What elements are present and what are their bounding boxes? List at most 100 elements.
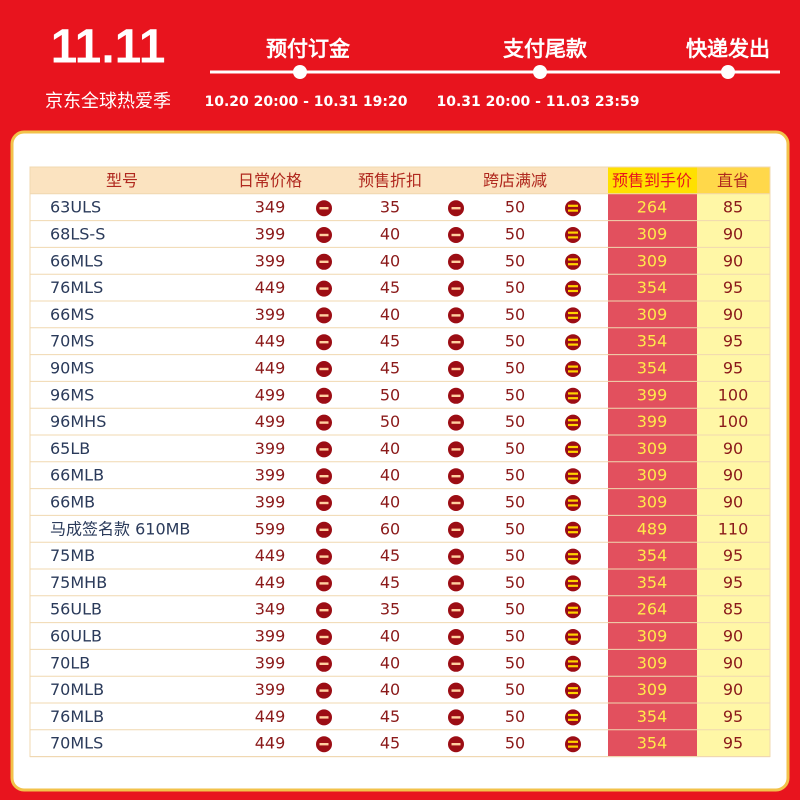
cell: 40 bbox=[380, 653, 400, 672]
model: 60ULB bbox=[50, 627, 102, 646]
cell: 100 bbox=[718, 412, 749, 431]
cell: 264 bbox=[637, 600, 668, 619]
step-label: 快递发出 bbox=[686, 37, 770, 61]
final-head-bg bbox=[608, 167, 697, 194]
icon-stroke bbox=[568, 745, 578, 748]
icon-stroke bbox=[451, 421, 461, 424]
icon-stroke bbox=[451, 260, 461, 263]
cell: 45 bbox=[380, 707, 400, 726]
icon-stroke bbox=[568, 365, 578, 368]
cell: 309 bbox=[637, 439, 668, 458]
cell: 354 bbox=[637, 359, 668, 378]
icon-stroke bbox=[451, 475, 461, 478]
cell: 40 bbox=[380, 466, 400, 485]
cell: 499 bbox=[255, 412, 286, 431]
icon-stroke bbox=[451, 689, 461, 692]
equals-icon bbox=[565, 253, 581, 270]
step-time: 10.20 20:00 - 10.31 19:20 bbox=[205, 94, 408, 110]
icon-stroke bbox=[568, 316, 578, 319]
timeline-dot bbox=[533, 65, 547, 79]
column-header: 直省 bbox=[717, 171, 749, 190]
cell: 50 bbox=[380, 412, 400, 431]
icon-stroke bbox=[568, 231, 578, 234]
icon-stroke bbox=[568, 263, 578, 266]
equals-icon bbox=[565, 548, 581, 565]
icon-stroke bbox=[568, 740, 578, 743]
icon-stroke bbox=[568, 584, 578, 587]
icon-stroke bbox=[451, 582, 461, 585]
icon-stroke bbox=[451, 287, 461, 290]
cell: 399 bbox=[255, 653, 286, 672]
equals-icon bbox=[565, 682, 581, 699]
icon-stroke bbox=[568, 633, 578, 636]
icon-stroke bbox=[568, 687, 578, 690]
icon-stroke bbox=[319, 635, 329, 639]
cell: 95 bbox=[723, 734, 743, 753]
icon-stroke bbox=[319, 448, 329, 451]
cell: 95 bbox=[723, 546, 743, 565]
cell: 50 bbox=[505, 466, 525, 485]
cell: 309 bbox=[637, 680, 668, 699]
cell: 309 bbox=[637, 653, 668, 672]
icon-stroke bbox=[319, 582, 329, 585]
icon-stroke bbox=[568, 472, 578, 475]
icon-stroke bbox=[568, 311, 578, 315]
icon-stroke bbox=[451, 394, 461, 397]
equals-icon bbox=[565, 227, 581, 243]
cell: 354 bbox=[637, 546, 668, 565]
cell: 40 bbox=[380, 305, 400, 324]
cell: 50 bbox=[505, 680, 525, 699]
model: 70LB bbox=[50, 653, 90, 672]
column-header: 型号 bbox=[106, 171, 138, 190]
equals-icon bbox=[565, 441, 581, 458]
equals-icon bbox=[565, 655, 581, 672]
cell: 399 bbox=[255, 466, 286, 485]
cell: 489 bbox=[637, 519, 668, 538]
step-time: 10.31 20:00 - 11.03 23:59 bbox=[437, 94, 640, 110]
cell: 309 bbox=[637, 305, 668, 324]
icon-stroke bbox=[319, 743, 329, 746]
cell: 95 bbox=[723, 573, 743, 592]
column-header: 跨店满减 bbox=[483, 171, 547, 190]
icon-stroke bbox=[568, 289, 578, 293]
cell: 354 bbox=[637, 734, 668, 753]
icon-stroke bbox=[568, 285, 578, 288]
cell: 449 bbox=[255, 707, 286, 726]
step-label: 支付尾款 bbox=[503, 37, 588, 61]
cell: 399 bbox=[255, 493, 286, 512]
cell: 399 bbox=[637, 385, 668, 404]
icon-stroke bbox=[568, 606, 578, 609]
cell: 95 bbox=[723, 359, 743, 378]
price-table: 型号 日常价格 预售折扣 跨店满减 预售到手价 直省 63ULS 349 35 50 264 85 68… bbox=[29, 166, 771, 758]
cell: 50 bbox=[505, 600, 525, 619]
icon-stroke bbox=[568, 370, 578, 373]
cell: 309 bbox=[637, 251, 668, 270]
icon-stroke bbox=[568, 526, 578, 529]
equals-icon bbox=[565, 361, 581, 377]
column-header: 日常价格 bbox=[238, 171, 302, 190]
icon-stroke bbox=[319, 421, 329, 424]
cell: 50 bbox=[505, 359, 525, 378]
icon-stroke bbox=[568, 638, 578, 641]
model: 马成签名款 610MB bbox=[50, 519, 190, 538]
equals-icon bbox=[565, 307, 581, 324]
cell: 449 bbox=[255, 546, 286, 565]
icon-stroke bbox=[451, 501, 461, 505]
cell: 354 bbox=[637, 278, 668, 297]
icon-stroke bbox=[319, 555, 329, 558]
model: 70MS bbox=[50, 332, 94, 351]
model: 96MHS bbox=[50, 412, 106, 431]
cell: 40 bbox=[380, 439, 400, 458]
icon-stroke bbox=[568, 691, 578, 695]
equals-icon bbox=[565, 602, 581, 619]
cell: 40 bbox=[380, 493, 400, 512]
equals-icon bbox=[565, 280, 581, 297]
icon-stroke bbox=[568, 553, 578, 556]
cell: 50 bbox=[505, 573, 525, 592]
cell: 40 bbox=[380, 680, 400, 699]
icon-stroke bbox=[568, 660, 578, 663]
cell: 499 bbox=[255, 385, 286, 404]
cell: 50 bbox=[505, 546, 525, 565]
icon-stroke bbox=[319, 287, 329, 290]
cell: 90 bbox=[723, 225, 743, 244]
